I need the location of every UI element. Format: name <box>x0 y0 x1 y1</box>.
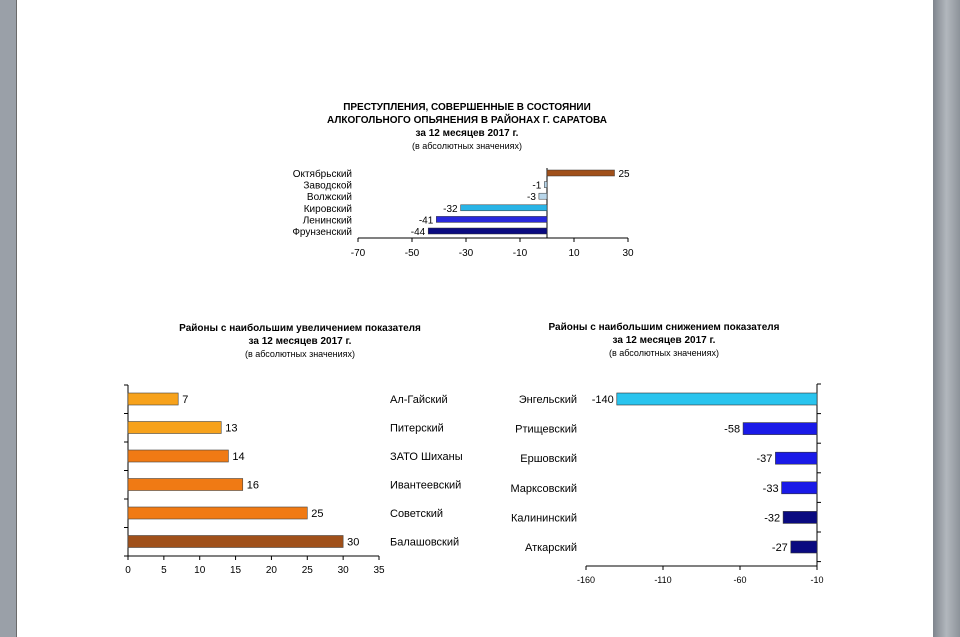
chart3-tick-label: -110 <box>654 575 671 585</box>
chart1-value-label: -32 <box>443 204 458 215</box>
chart3-tick-label: -60 <box>733 575 746 585</box>
chart3-subtitle: (в абсолютных значениях) <box>608 348 720 358</box>
chart1-title-line2: АЛКОГОЛЬНОГО ОПЬЯНЕНИЯ В РАЙОНАХ Г. САРА… <box>327 115 607 126</box>
chart2-category-label: Балашовский <box>390 537 459 549</box>
chart3-category-label: Энгельский <box>519 394 577 406</box>
chart3-title: Районы с наибольшим снижением показателя… <box>504 321 824 360</box>
chart2-category-label: Советский <box>390 508 443 520</box>
chart3-bar <box>616 392 818 406</box>
chart2-title: Районы с наибольшим увеличением показате… <box>140 322 460 361</box>
chart1-category-label: Ленинский <box>303 215 352 226</box>
chart1-value-label: -44 <box>411 227 426 238</box>
side-strip <box>933 0 960 637</box>
chart3-bar <box>775 451 818 465</box>
chart1-tick-label: -50 <box>405 248 420 259</box>
chart2-value-label: 25 <box>311 508 323 520</box>
chart2-bar <box>127 478 244 491</box>
chart1-tick-label: -30 <box>459 248 474 259</box>
chart1-category-label: Кировский <box>304 204 352 215</box>
chart3-title-line2: за 12 месяцев 2017 г. <box>612 335 716 346</box>
chart3-category-label: Ершовский <box>520 453 577 465</box>
chart3-bar <box>782 511 818 524</box>
chart2-category-label: Ивантеевский <box>390 480 461 492</box>
chart1-subtitle: (в абсолютных значениях) <box>411 141 523 151</box>
chart2-tick-label: 10 <box>194 565 206 576</box>
chart3-title-line1: Районы с наибольшим снижением показателя <box>548 322 780 333</box>
chart3-value-label: -37 <box>757 453 773 465</box>
chart2-subtitle: (в абсолютных значениях) <box>244 349 356 359</box>
chart2-title-line1: Районы с наибольшим увеличением показате… <box>179 323 421 334</box>
chart1-tick-label: 30 <box>622 248 634 259</box>
chart2-value-label: 13 <box>225 423 237 435</box>
chart1-value-label: -3 <box>527 192 536 203</box>
chart2-value-label: 30 <box>347 537 359 549</box>
chart1-title-line1: ПРЕСТУПЛЕНИЯ, СОВЕРШЕННЫЕ В СОСТОЯНИИ <box>343 102 591 113</box>
chart3-bar <box>790 540 818 554</box>
chart3-category-label: Ртищевский <box>515 424 577 436</box>
chart1-value-label: 25 <box>619 169 631 180</box>
chart2-category-label: Питерский <box>390 423 444 435</box>
chart2-category-label: ЗАТО Шиханы <box>390 451 463 463</box>
chart1-bar <box>460 204 548 212</box>
chart3-tick-label: -160 <box>577 575 595 585</box>
chart2-value-label: 14 <box>232 451 244 463</box>
chart2-tick-label: 20 <box>266 565 278 576</box>
chart3-tick-label: -10 <box>810 575 823 585</box>
chart2-tick-label: 15 <box>230 565 242 576</box>
chart1-bar <box>538 192 548 200</box>
chart2-bar <box>127 392 179 406</box>
chart2-bar <box>127 449 229 463</box>
chart1-title-line3: за 12 месяцев 2017 г. <box>415 128 519 139</box>
chart1-tick-label: -10 <box>513 248 528 259</box>
chart3-category-label: Аткарский <box>525 542 577 554</box>
chart2-bar <box>127 535 344 548</box>
chart1-title: ПРЕСТУПЛЕНИЯ, СОВЕРШЕННЫЕ В СОСТОЯНИИ АЛ… <box>300 101 634 153</box>
chart1-category-label: Октябрьский <box>293 168 352 180</box>
chart1-bar <box>544 181 548 188</box>
chart2-bar <box>127 506 308 520</box>
chart3-value-label: -32 <box>764 512 780 524</box>
chart2-value-label: 7 <box>182 394 188 406</box>
chart1-tick-label: 10 <box>568 248 580 259</box>
chart1-tick-label: -70 <box>351 248 366 259</box>
chart2-tick-label: 30 <box>338 565 350 576</box>
report-page <box>16 0 934 637</box>
chart2-title-line2: за 12 месяцев 2017 г. <box>248 336 352 347</box>
chart3-bar <box>781 481 818 495</box>
chart2-tick-label: 0 <box>125 565 131 576</box>
chart2-bar <box>127 421 222 434</box>
chart3-value-label: -58 <box>724 424 740 436</box>
chart3-bar <box>742 422 818 435</box>
chart3-value-label: -27 <box>772 542 788 554</box>
chart1-category-label: Фрунзенский <box>292 227 352 238</box>
chart3-category-label: Марксовский <box>510 483 577 495</box>
chart1-value-label: -41 <box>419 215 434 226</box>
chart1-bar <box>436 216 548 223</box>
chart1-category-label: Волжский <box>307 192 352 203</box>
chart1-bar <box>546 169 615 177</box>
chart1-value-label: -1 <box>532 181 541 192</box>
chart3-category-label: Калининский <box>511 512 577 524</box>
chart1-category-label: Заводской <box>303 181 352 192</box>
chart3-value-label: -140 <box>592 394 614 406</box>
chart1-bar <box>427 227 548 235</box>
chart2-tick-label: 25 <box>302 565 314 576</box>
chart2-category-label: Ал-Гайский <box>390 394 448 406</box>
chart2-tick-label: 35 <box>373 565 385 576</box>
chart2-tick-label: 5 <box>161 565 167 576</box>
chart3-value-label: -33 <box>763 483 779 495</box>
chart2-value-label: 16 <box>247 480 259 492</box>
